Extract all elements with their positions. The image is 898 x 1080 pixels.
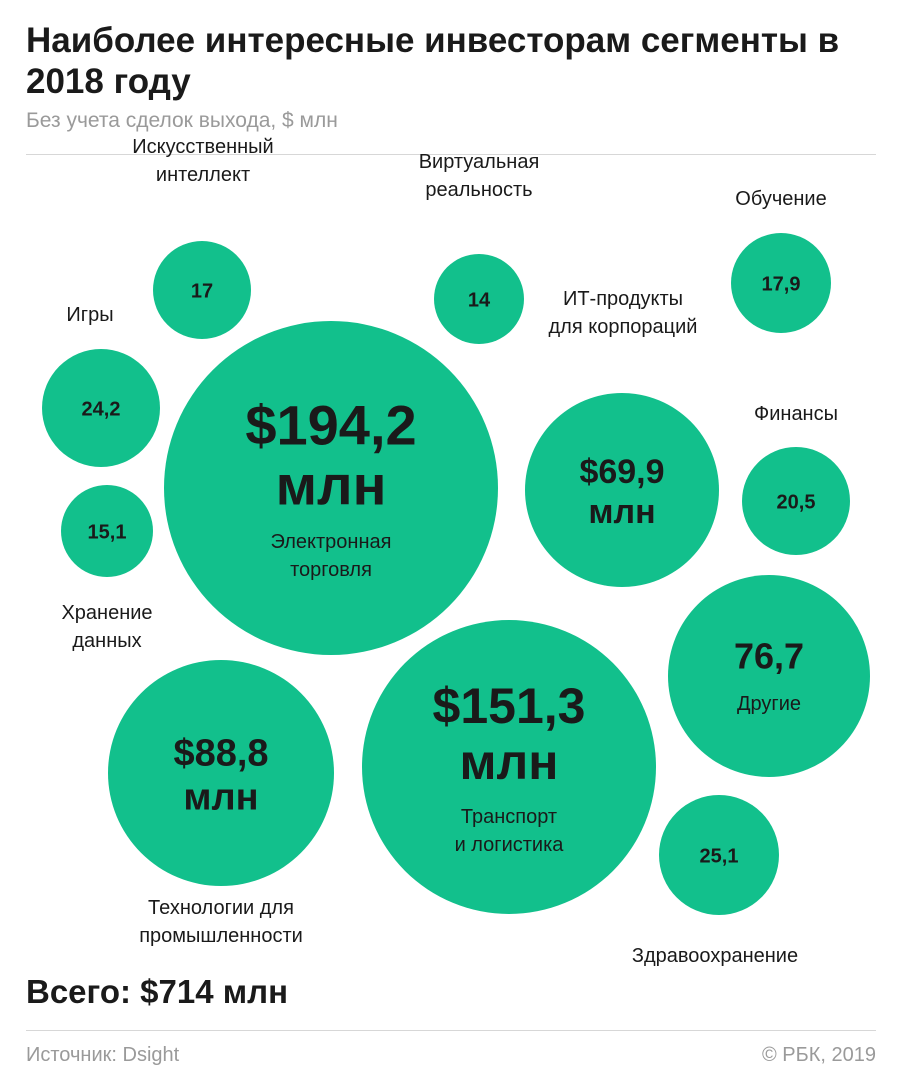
bubble-value-line: 17 <box>191 281 213 303</box>
total-amount: Всего: $714 млн <box>26 973 289 1010</box>
bubble-value-line: 24,2 <box>82 399 121 421</box>
bubble-it-corp: $69,9 млн ИТ-продукты для корпораций <box>525 288 719 587</box>
bubble-name-line: реальность <box>425 179 532 201</box>
bubble-name-line: интеллект <box>156 164 250 186</box>
bubble-value-line: млн <box>460 734 559 790</box>
bubble-value-ai: 17 <box>191 281 213 303</box>
bubble-value-it-corp: $69,9 млн <box>579 453 664 531</box>
bubble-value-line: $151,3 <box>433 678 586 734</box>
bubble-name-line: Электронная <box>271 531 392 553</box>
bubble-name-others: Другие <box>737 693 801 715</box>
bubble-circle-healthcare <box>659 795 779 915</box>
bubble-name-line: для корпораций <box>549 316 698 338</box>
bubble-transport: $151,3 млн Транспорт и логистика <box>362 620 656 914</box>
bubble-name-line: Виртуальная <box>419 151 540 173</box>
bubble-value-education: 17,9 <box>762 274 801 296</box>
bubble-name-ai: Искусственный интеллект <box>132 136 273 186</box>
bubble-value-storage: 15,1 <box>88 522 127 544</box>
bubble-name-line: Финансы <box>754 403 838 425</box>
bubble-name-storage: Хранение данных <box>61 602 152 652</box>
bubble-name-it-corp: ИТ-продукты для корпораций <box>549 288 698 338</box>
chart-subtitle: Без учета сделок выхода, $ млн <box>26 109 338 132</box>
bubble-value-finance: 20,5 <box>777 492 816 514</box>
bubble-name-line: Другие <box>737 693 801 715</box>
bubble-name-industry: Технологии для промышленности <box>139 897 303 947</box>
bubble-value-industry: $88,8 млн <box>173 732 268 818</box>
bubble-value-line: $194,2 <box>245 393 416 456</box>
bubble-value-line: 25,1 <box>700 846 739 868</box>
bubble-value-line: $69,9 <box>579 453 664 491</box>
bubble-name-line: торговля <box>290 559 372 581</box>
bubble-education: 17,9 Обучение <box>731 188 831 333</box>
bubble-name-finance: Финансы <box>754 403 838 425</box>
copyright-note: © РБК, 2019 <box>761 1044 876 1066</box>
bubble-name-line: Технологии для <box>148 897 294 919</box>
bottom-divider <box>26 1030 876 1031</box>
bubble-name-ecommerce: Электронная торговля <box>271 531 392 581</box>
bubble-finance: 20,5 Финансы <box>742 403 850 555</box>
bubble-circle-storage <box>61 485 153 577</box>
bubble-healthcare: 25,1 Здравоохранение <box>632 795 798 967</box>
bubble-games: 24,2 Игры <box>42 304 160 467</box>
bubble-value-vr: 14 <box>468 290 491 312</box>
bubble-circle-vr <box>434 254 524 344</box>
bubble-name-line: Транспорт <box>461 806 557 828</box>
bubble-circle-ecommerce <box>164 321 498 655</box>
bubble-vr: 14 Виртуальная реальность <box>419 151 540 344</box>
bubble-circle-ai <box>153 241 251 339</box>
bubble-value-transport: $151,3 млн <box>433 678 586 790</box>
bubble-industry: $88,8 млн Технологии для промышленности <box>108 660 334 947</box>
bubble-value-line: 20,5 <box>777 492 816 514</box>
source-note: Источник: Dsight <box>26 1044 180 1066</box>
bubble-name-line: данных <box>72 630 141 652</box>
bubble-value-line: 76,7 <box>734 636 804 677</box>
top-divider <box>26 154 876 155</box>
bubble-value-others: 76,7 <box>734 636 804 677</box>
bubble-circle-others <box>668 575 870 777</box>
bubble-circle-education <box>731 233 831 333</box>
bubble-circle-games <box>42 349 160 467</box>
bubble-value-line: 15,1 <box>88 522 127 544</box>
bubble-name-education: Обучение <box>735 188 826 210</box>
bubble-name-line: Игры <box>66 304 113 326</box>
bubble-value-healthcare: 25,1 <box>700 846 739 868</box>
bubble-name-games: Игры <box>66 304 113 326</box>
bubble-name-transport: Транспорт и логистика <box>455 806 565 856</box>
bubble-circle-finance <box>742 447 850 555</box>
bubble-ecommerce: $194,2 млн Электронная торговля <box>164 321 498 655</box>
bubble-name-line: Обучение <box>735 188 826 210</box>
bubble-value-line: млн <box>183 776 258 818</box>
bubble-circle-it-corp <box>525 393 719 587</box>
bubble-circle-industry <box>108 660 334 886</box>
bubble-storage: 15,1 Хранение данных <box>61 485 153 652</box>
bubble-circle-transport <box>362 620 656 914</box>
bubble-name-vr: Виртуальная реальность <box>419 151 540 201</box>
bubble-name-line: и логистика <box>455 834 565 856</box>
bubble-value-games: 24,2 <box>82 399 121 421</box>
bubble-ai: 17 Искусственный интеллект <box>132 136 274 339</box>
bubble-name-line: Хранение <box>61 602 152 624</box>
bubble-name-line: Искусственный <box>132 136 273 158</box>
bubble-value-ecommerce: $194,2 млн <box>245 393 416 516</box>
bubble-name-line: промышленности <box>139 925 303 947</box>
bubble-value-line: 14 <box>468 290 491 312</box>
bubble-name-line: Здравоохранение <box>632 945 798 967</box>
bubble-name-healthcare: Здравоохранение <box>632 945 798 967</box>
bubble-others: 76,7 Другие <box>668 575 870 777</box>
bubble-value-line: млн <box>276 453 387 516</box>
bubble-value-line: млн <box>588 493 655 531</box>
bubble-name-line: ИТ-продукты <box>563 288 683 310</box>
bubble-value-line: 17,9 <box>762 274 801 296</box>
bubble-value-line: $88,8 <box>173 732 268 774</box>
chart-title: Наиболее интересные инвесторам сегменты … <box>26 21 840 101</box>
